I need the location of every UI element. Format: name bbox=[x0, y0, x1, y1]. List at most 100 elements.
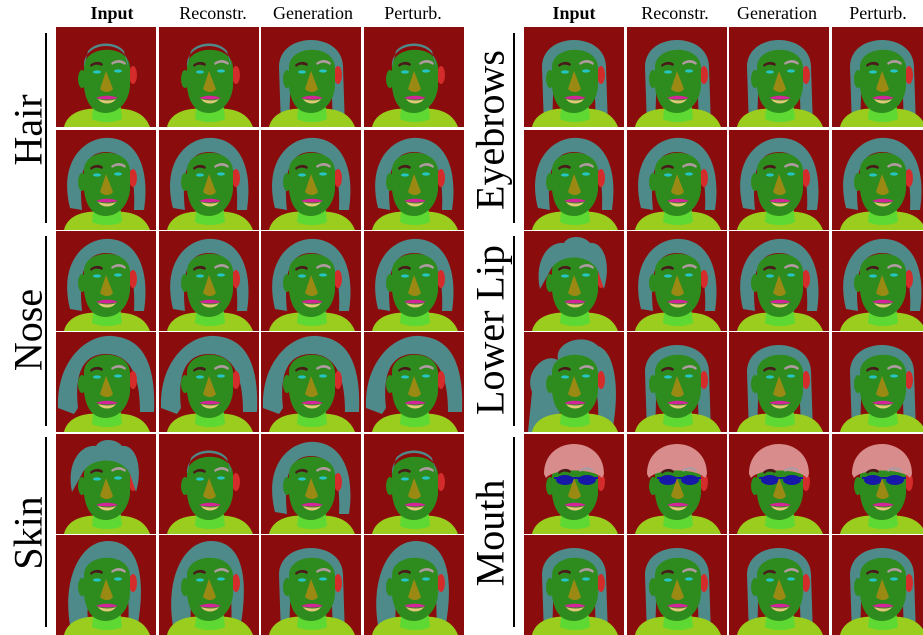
group-label-eyebrows: Eyebrows bbox=[467, 50, 513, 210]
upper-lip-region bbox=[667, 198, 689, 203]
lower-lip-region bbox=[98, 303, 116, 308]
upper-lip-region bbox=[564, 502, 586, 507]
left-eyebrow-region bbox=[90, 61, 103, 67]
thumbnail-p1-g1-r0-c1 bbox=[627, 231, 727, 331]
right-eye-region bbox=[582, 69, 590, 73]
lower-lip-region bbox=[303, 607, 321, 612]
lower-lip-region bbox=[874, 303, 892, 308]
thumbnail-p0-g0-r1-c1 bbox=[159, 130, 259, 230]
right-eye-region bbox=[422, 69, 430, 73]
thumbnail-p1-g1-r0-c2 bbox=[729, 231, 829, 331]
face-segmentation-map bbox=[832, 332, 923, 432]
right-eye-region bbox=[890, 69, 898, 73]
nose-region bbox=[773, 275, 786, 296]
left-eye-region bbox=[93, 173, 101, 177]
right-eyebrow-region bbox=[579, 264, 594, 269]
left-eye-region bbox=[561, 375, 569, 379]
left-eye-region bbox=[298, 477, 306, 481]
right-lens-region bbox=[886, 475, 904, 485]
thumbnail-p0-g0-r1-c2 bbox=[261, 130, 361, 230]
hair-region bbox=[375, 238, 454, 311]
left-eyebrow-region bbox=[866, 61, 879, 67]
right-ear-region bbox=[802, 270, 810, 288]
face-segmentation-map bbox=[524, 535, 624, 635]
lower-lip-region bbox=[98, 202, 116, 207]
nose-region bbox=[773, 71, 786, 92]
nose-region bbox=[568, 478, 581, 499]
upper-lip-region bbox=[96, 400, 118, 405]
upper-lip-region bbox=[96, 502, 118, 507]
left-eyebrow-region bbox=[193, 468, 206, 474]
right-eyebrow-region bbox=[316, 568, 331, 573]
face-segmentation-map bbox=[729, 434, 829, 534]
right-ear-region bbox=[597, 66, 605, 84]
nose-region bbox=[773, 174, 786, 195]
face-segmentation-map bbox=[261, 535, 361, 635]
right-ear-region bbox=[232, 169, 240, 187]
left-eyebrow-region bbox=[558, 468, 571, 474]
lower-lip-region bbox=[98, 99, 116, 104]
left-eye-region bbox=[196, 274, 204, 278]
col-header-reconstr-left: Reconstr. bbox=[179, 3, 247, 23]
hair-region bbox=[843, 238, 922, 311]
right-ear-region bbox=[597, 169, 605, 187]
right-ear-region bbox=[802, 169, 810, 187]
right-eye-region bbox=[217, 476, 225, 480]
right-eyebrow-region bbox=[887, 467, 902, 472]
separator-mouth bbox=[513, 437, 515, 627]
right-ear-region bbox=[597, 371, 605, 389]
right-eye-region bbox=[114, 374, 122, 378]
left-eyebrow-region bbox=[398, 569, 411, 575]
right-eye-region bbox=[890, 172, 898, 176]
upper-lip-region bbox=[872, 502, 894, 507]
thumbnail-p1-g0-r0-c2 bbox=[729, 27, 829, 127]
face-segmentation-map bbox=[524, 27, 624, 127]
right-eyebrow-region bbox=[316, 60, 331, 65]
face-segmentation-map bbox=[261, 27, 361, 127]
right-eyebrow-region bbox=[419, 467, 434, 472]
left-eye-region bbox=[401, 70, 409, 74]
nose-region bbox=[671, 579, 684, 600]
left-eyebrow-region bbox=[661, 164, 674, 170]
upper-lip-region bbox=[769, 95, 791, 100]
upper-lip-region bbox=[301, 299, 323, 304]
nose-region bbox=[305, 478, 318, 499]
face-segmentation-map bbox=[524, 434, 624, 534]
lower-lip-region bbox=[303, 303, 321, 308]
thumbnail-p0-g0-r0-c0 bbox=[56, 27, 156, 127]
right-ear-region bbox=[334, 270, 342, 288]
left-lens-region bbox=[864, 475, 882, 485]
right-eyebrow-region bbox=[784, 467, 799, 472]
nose-region bbox=[876, 174, 889, 195]
right-ear-region bbox=[905, 169, 913, 187]
left-eyebrow-region bbox=[866, 265, 879, 271]
nose-region bbox=[568, 275, 581, 296]
right-eyebrow-region bbox=[887, 264, 902, 269]
hair-region bbox=[170, 238, 249, 311]
right-ear-region bbox=[700, 270, 708, 288]
thumbnail-p1-g2-r0-c3 bbox=[832, 434, 923, 534]
left-eye-region bbox=[196, 173, 204, 177]
nose-region bbox=[100, 275, 113, 296]
face-segmentation-map bbox=[729, 27, 829, 127]
left-eye-region bbox=[401, 173, 409, 177]
right-eyebrow-region bbox=[887, 60, 902, 65]
face-segmentation-map bbox=[524, 332, 624, 432]
upper-lip-region bbox=[301, 198, 323, 203]
right-eyebrow-region bbox=[111, 264, 126, 269]
thumbnail-p1-g2-r0-c2 bbox=[729, 434, 829, 534]
right-eyebrow-region bbox=[682, 467, 697, 472]
left-eyebrow-region bbox=[558, 164, 571, 170]
thumbnail-p1-g2-r0-c0 bbox=[524, 434, 624, 534]
right-eye-region bbox=[114, 476, 122, 480]
lower-lip-region bbox=[874, 506, 892, 511]
left-eye-region bbox=[298, 70, 306, 74]
right-ear-region bbox=[597, 473, 605, 491]
lower-lip-region bbox=[566, 607, 584, 612]
lower-lip-region bbox=[771, 303, 789, 308]
lower-lip-region bbox=[201, 607, 219, 612]
face-segmentation-map bbox=[832, 231, 923, 331]
nose-region bbox=[671, 478, 684, 499]
face-segmentation-map bbox=[524, 231, 624, 331]
